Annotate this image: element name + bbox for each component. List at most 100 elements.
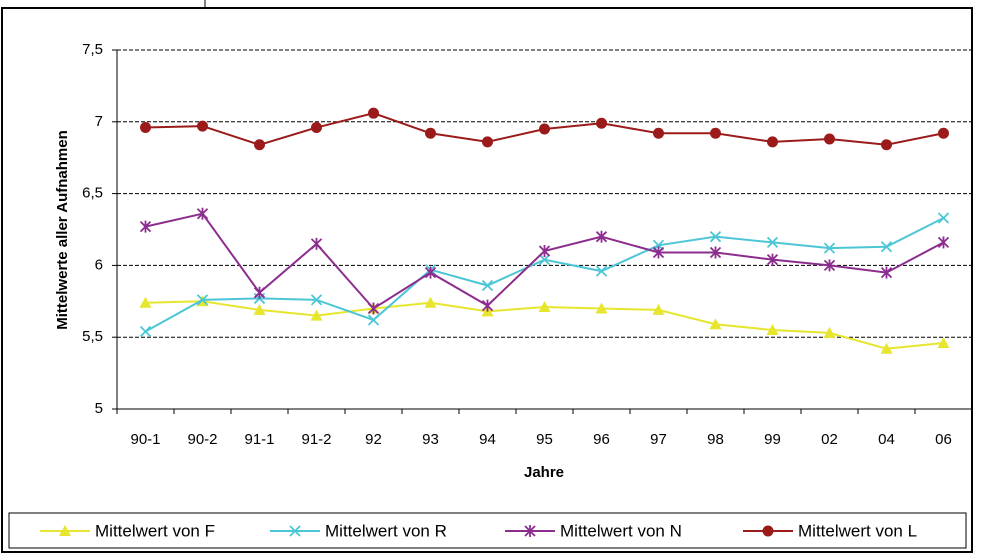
- point: [425, 127, 436, 139]
- point: [538, 301, 551, 313]
- marker-shape: [368, 107, 379, 119]
- marker-shape: [254, 139, 265, 151]
- point: [310, 294, 323, 306]
- marker-shape: [289, 525, 301, 537]
- point: [880, 241, 893, 253]
- point: [880, 266, 893, 279]
- point: [653, 127, 664, 139]
- y-tick-label: 6,5: [82, 185, 103, 202]
- marker-shape: [880, 241, 893, 253]
- marker-shape: [596, 117, 607, 129]
- point: [823, 326, 836, 338]
- x-tick-label: 97: [650, 431, 667, 448]
- x-tick-label: 91-2: [301, 431, 331, 448]
- marker-shape: [880, 342, 893, 354]
- point: [937, 212, 950, 224]
- x-tick-label: 98: [707, 431, 724, 448]
- legend-label: Mittelwert von F: [95, 521, 215, 540]
- legend-box: [8, 512, 967, 549]
- marker-shape: [938, 127, 949, 139]
- x-tick-label: 04: [878, 431, 895, 448]
- point: [652, 246, 665, 259]
- point: [139, 325, 152, 338]
- point: [59, 525, 71, 536]
- point: [253, 286, 266, 299]
- x-tick-label: 90-2: [187, 431, 217, 448]
- point: [937, 236, 950, 249]
- point: [424, 266, 437, 279]
- marker-shape: [481, 279, 494, 292]
- point: [139, 296, 152, 308]
- marker-shape: [139, 325, 152, 338]
- y-tick-label: 5,5: [82, 328, 103, 345]
- point: [938, 127, 949, 139]
- marker-shape: [310, 309, 323, 321]
- point: [368, 107, 379, 119]
- chart-frame: [1, 7, 973, 553]
- marker-shape: [595, 265, 608, 277]
- point: [289, 525, 301, 537]
- point: [481, 299, 494, 312]
- marker-shape: [652, 303, 665, 315]
- point: [652, 303, 665, 315]
- marker-shape: [709, 318, 722, 330]
- point: [253, 303, 266, 315]
- point: [196, 207, 209, 220]
- point: [140, 122, 151, 134]
- point: [595, 230, 608, 243]
- point: [310, 237, 323, 250]
- point: [824, 133, 835, 145]
- x-tick-label: 92: [365, 431, 382, 448]
- marker-shape: [766, 236, 779, 249]
- point: [481, 279, 494, 292]
- marker-shape: [310, 294, 323, 306]
- legend-label: Mittelwert von R: [325, 521, 447, 540]
- point: [538, 245, 551, 258]
- marker-shape: [881, 139, 892, 151]
- point: [823, 242, 836, 254]
- marker-shape: [595, 302, 608, 314]
- marker-shape: [311, 122, 322, 134]
- marker-shape: [538, 254, 551, 266]
- x-tick-label: 06: [935, 431, 952, 448]
- marker-shape: [140, 122, 151, 134]
- marker-shape: [767, 136, 778, 148]
- point: [709, 231, 722, 243]
- point: [762, 525, 774, 537]
- y-tick-label: 7,5: [82, 41, 103, 58]
- y-tick-label: 6: [95, 256, 103, 273]
- point: [139, 220, 152, 233]
- marker-shape: [766, 324, 779, 336]
- point: [596, 117, 607, 129]
- marker-shape: [482, 136, 493, 148]
- x-tick-label: 94: [479, 431, 496, 448]
- point: [196, 294, 209, 306]
- marker-shape: [139, 296, 152, 308]
- marker-shape: [424, 296, 437, 308]
- x-tick-label: 93: [422, 431, 439, 448]
- x-tick-label: 02: [821, 431, 838, 448]
- point: [424, 296, 437, 308]
- marker-shape: [196, 294, 209, 306]
- marker-shape: [538, 301, 551, 313]
- marker-shape: [59, 525, 71, 536]
- point: [937, 336, 950, 348]
- legend-label: Mittelwert von L: [798, 521, 917, 540]
- point: [595, 265, 608, 277]
- marker-shape: [937, 212, 950, 224]
- point: [595, 302, 608, 314]
- point: [367, 302, 380, 315]
- point: [766, 324, 779, 336]
- marker-shape: [197, 120, 208, 132]
- point: [880, 342, 893, 354]
- point: [311, 122, 322, 134]
- x-tick-label: 99: [764, 431, 781, 448]
- x-axis-title: Jahre: [524, 464, 564, 481]
- point: [881, 139, 892, 151]
- marker-shape: [762, 525, 774, 537]
- y-axis-title: Mittelwerte aller Aufnahmen: [54, 130, 71, 329]
- point: [709, 246, 722, 259]
- x-tick-label: 90-1: [130, 431, 160, 448]
- marker-shape: [253, 303, 266, 315]
